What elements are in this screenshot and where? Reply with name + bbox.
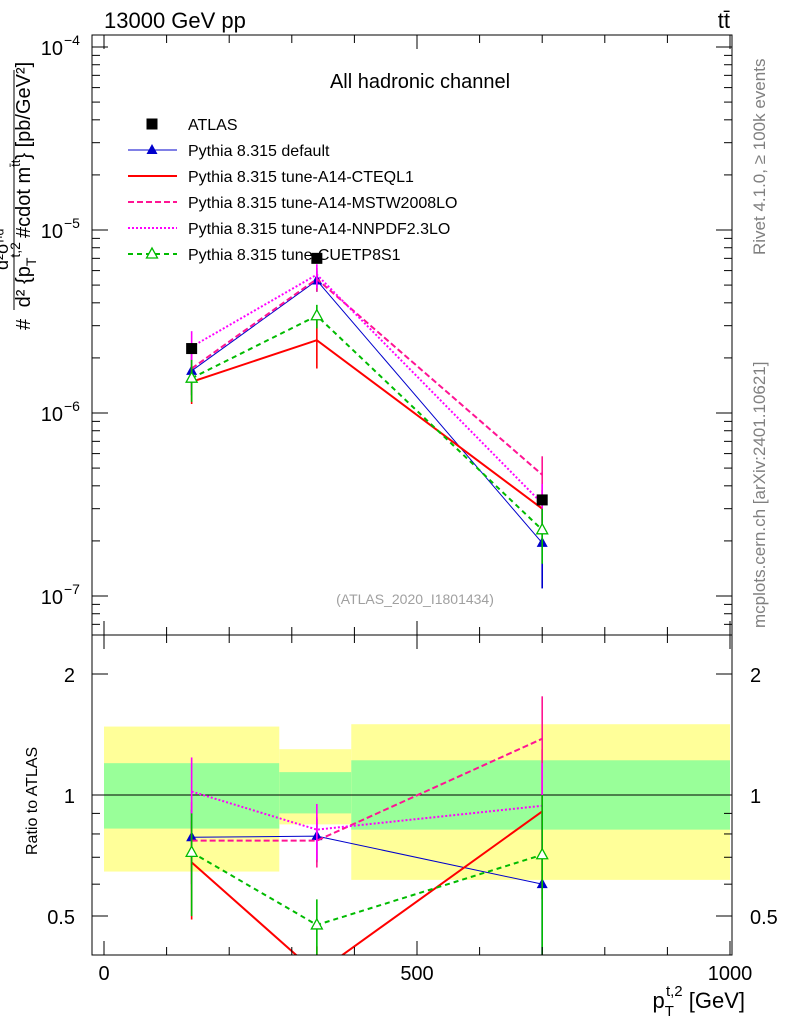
legend-entry: ATLAS <box>188 117 238 134</box>
series-line <box>191 279 543 544</box>
y-tick-label: 10 <box>41 587 63 609</box>
rivet-label: Rivet 4.1.0, ≥ 100k events <box>750 59 769 255</box>
data-point <box>311 252 323 264</box>
ratio-y-tick-label-right: 2 <box>750 665 761 687</box>
ratio-y-label: Ratio to ATLAS <box>24 747 41 855</box>
legend-entry: Pythia 8.315 tune-A14-NNPDF2.3LO <box>188 221 450 238</box>
data-point <box>185 370 199 383</box>
ylabel-num: d²σᶠⁱᵈ <box>0 229 12 270</box>
ratio-y-tick-label: 0.5 <box>47 907 75 929</box>
legend-entry: Pythia 8.315 tune-A14-CTEQL1 <box>188 169 414 186</box>
main-title: All hadronic channel <box>330 71 510 93</box>
ylabel-den-sup: t,2 <box>7 242 23 258</box>
y-tick-label: 10 <box>41 38 63 60</box>
ratio-data-point <box>535 847 549 860</box>
legend-marker <box>146 144 158 154</box>
ratio-data-point <box>185 844 199 857</box>
analysis-watermark: (ATLAS_2020_I1801434) <box>336 591 494 607</box>
process-label: tt̄ <box>718 8 730 33</box>
legend: ATLAS Pythia 8.315 default Pythia 8.315 tu… <box>128 117 457 264</box>
ratio-series-line <box>190 810 543 955</box>
xlabel-units: [GeV] <box>683 988 745 1013</box>
legend-entry: Pythia 8.315 default <box>188 143 330 160</box>
x-tick-label: 1000 <box>708 963 753 985</box>
ylabel-hash: # <box>13 318 35 330</box>
ylabel-units: } [pb/GeV²] <box>13 62 35 160</box>
mcplots-label: mcplots.cern.ch [arXiv:2401.10621] <box>750 362 769 628</box>
ratio-y-tick-label-right: 1 <box>750 786 761 808</box>
y-tick-exponent: −4 <box>64 32 80 48</box>
ratio-y-tick-label: 2 <box>64 665 75 687</box>
xlabel-sup: t,2 <box>666 983 683 1000</box>
ratio-y-tick-label: 1 <box>64 786 75 808</box>
xlabel-main: p <box>653 988 665 1013</box>
y-tick-exponent: −5 <box>64 215 80 231</box>
ylabel-den-sub: T <box>23 257 39 266</box>
ratio-frame <box>91 634 733 956</box>
series-line <box>191 339 543 510</box>
x-tick-label: 0 <box>98 963 109 985</box>
legend-entry: Pythia 8.315 tune-CUETP8S1 <box>188 247 401 264</box>
main-panel: 10−710−610−510−4 All hadronic channel (A… <box>0 32 733 636</box>
uncertainty-band-inner <box>279 772 352 814</box>
energy-label: 13000 GeV pp <box>104 8 246 33</box>
data-point <box>536 494 548 506</box>
y-tick-label: 10 <box>41 404 63 426</box>
legend-marker <box>145 246 159 259</box>
y-tick-exponent: −6 <box>64 398 80 414</box>
svg-text:# d² {pTt,2#cdot mt̄t}: # d² {pTt,2 #cdot mt̄t} [pb/GeV²] <box>7 62 39 330</box>
ratio-data-point <box>310 917 324 930</box>
xlabel-sub: T <box>665 1003 674 1020</box>
main-axes: 10−710−610−510−4 <box>41 32 732 635</box>
ylabel-den: d² {p <box>13 266 35 307</box>
ratio-panel: 0.5 0.5 1 1 2 2 0 500 1000 Ratio to ATLAS pTt,2 … <box>24 634 778 1020</box>
ylabel-den-tail: #cdot m <box>13 167 35 238</box>
x-tick-label: 500 <box>400 963 433 985</box>
ratio-series-line <box>191 790 543 831</box>
ratio-axes: 0.5 0.5 1 1 2 2 0 500 1000 <box>47 635 778 985</box>
legend-entry: Pythia 8.315 tune-A14-MSTW2008LO <box>188 195 457 212</box>
legend-marker <box>146 118 158 130</box>
data-point <box>186 343 198 355</box>
data-point <box>310 308 324 321</box>
x-axis-label: pTt,2 [GeV] <box>653 983 745 1020</box>
series-line <box>191 314 543 531</box>
y-tick-exponent: −7 <box>64 581 80 597</box>
series-line <box>191 273 543 505</box>
y-tick-label: 10 <box>41 221 63 243</box>
main-y-axis-label: # d² {pTt,2 #cdot mt̄t} [pb/GeV²] d²σᶠⁱᵈ <box>0 62 39 330</box>
ratio-series-line <box>191 737 543 842</box>
ylabel-den-tail-sup: t̄t <box>8 159 23 167</box>
main-series <box>185 252 549 589</box>
data-point <box>535 522 549 535</box>
ratio-y-tick-label-right: 0.5 <box>750 907 778 929</box>
